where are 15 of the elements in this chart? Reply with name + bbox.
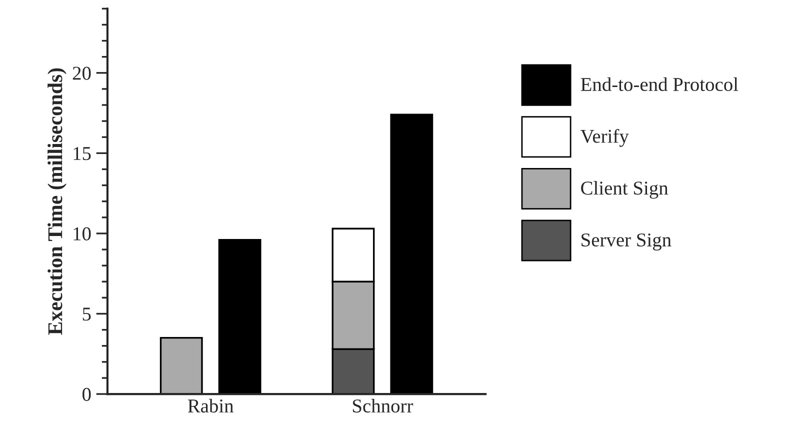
legend-label: End-to-end Protocol <box>580 77 738 92</box>
y-tick-label: 5 <box>82 308 91 321</box>
x-tick-label: Rabin <box>188 398 234 413</box>
y-tick-label: 10 <box>74 227 91 240</box>
legend-label: Verify <box>580 128 629 147</box>
bar <box>160 336 203 394</box>
y-axis-title: Execution Time (milliseconds) <box>48 68 66 335</box>
y-tick-label: 15 <box>74 147 91 160</box>
legend-label: Client Sign <box>581 181 668 199</box>
x-tick-label: Schnorr <box>352 398 414 413</box>
legend-label: Server Sign <box>582 233 672 251</box>
bar <box>390 114 434 394</box>
y-tick-label: 20 <box>72 66 91 80</box>
bar <box>218 239 262 394</box>
y-tick-label: 0 <box>82 388 91 401</box>
